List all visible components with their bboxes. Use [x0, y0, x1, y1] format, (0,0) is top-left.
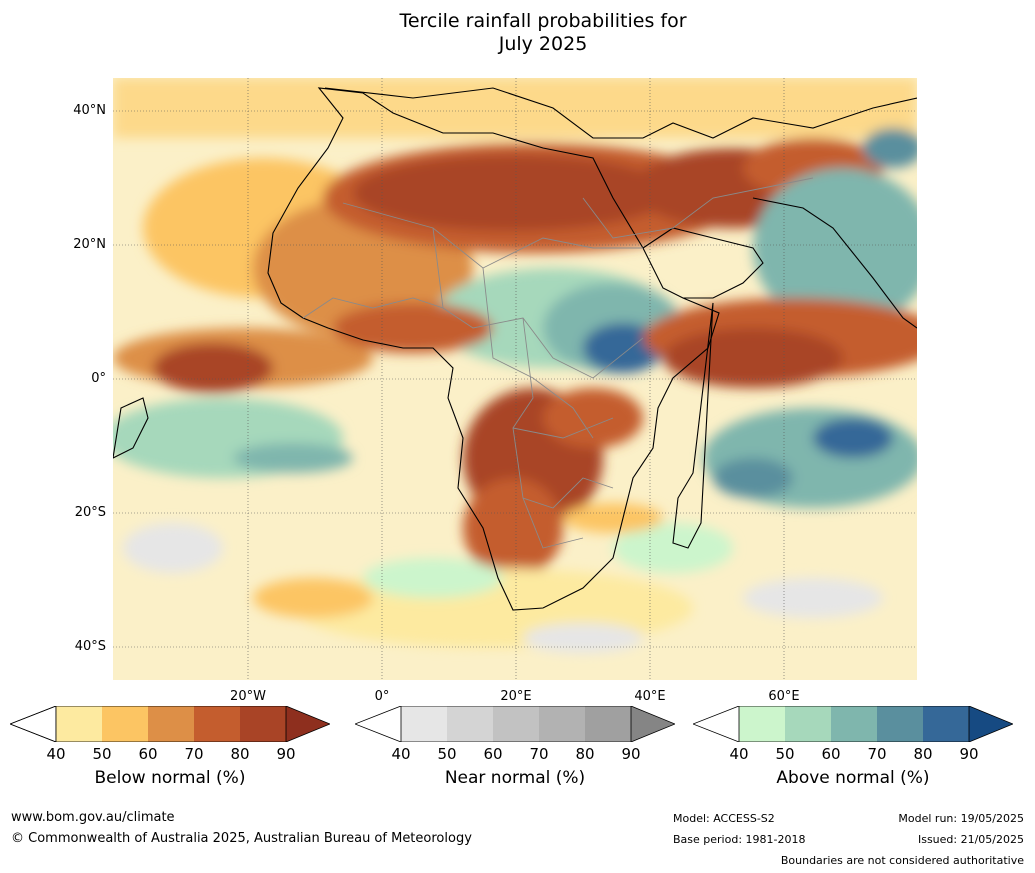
tick-label: 60 [821, 745, 841, 763]
lat-label-20n: 20°N [73, 237, 106, 252]
footer-model: Model: ACCESS-S2 [673, 812, 775, 825]
lat-label-40s: 40°S [74, 639, 106, 654]
tick-label: 90 [959, 745, 979, 763]
tick-label: 90 [621, 745, 641, 763]
tick-label: 80 [230, 745, 250, 763]
country-borders [302, 177, 814, 549]
tick-label: 60 [483, 745, 503, 763]
colorbar-segment [831, 706, 877, 742]
tick-label: 60 [138, 745, 158, 763]
lon-label-60e: 60°E [768, 689, 800, 704]
below-normal-title: Below normal (%) [94, 768, 246, 788]
colorbar-segment [693, 706, 739, 742]
colorbar-segment [286, 706, 330, 742]
footer-url[interactable]: www.bom.gov.au/climate [11, 810, 175, 825]
colorbar-segment [877, 706, 923, 742]
lat-label-20s: 20°S [74, 505, 106, 520]
colorbar-segment [739, 706, 785, 742]
tick-label: 40 [729, 745, 749, 763]
colorbar-segment [240, 706, 286, 742]
graticule [113, 78, 917, 680]
colorbar-segment [631, 706, 675, 742]
near-normal-ticks: 40 50 60 70 80 90 [355, 745, 675, 763]
lon-label-0: 0° [374, 689, 390, 704]
colorbar-segment [923, 706, 969, 742]
tick-label: 50 [437, 745, 457, 763]
tick-label: 50 [775, 745, 795, 763]
footer-disclaimer: Boundaries are not considered authoritat… [780, 854, 1024, 867]
tick-label: 70 [529, 745, 549, 763]
near-normal-title: Near normal (%) [444, 768, 586, 788]
tick-label: 40 [391, 745, 411, 763]
lat-label-40n: 40°N [73, 103, 106, 118]
tick-label: 90 [276, 745, 296, 763]
lon-label-20e: 20°E [500, 689, 532, 704]
colorbar-segment [447, 706, 493, 742]
lat-label-0: 0° [91, 371, 106, 386]
colorbar-segment [493, 706, 539, 742]
above-normal-title: Above normal (%) [776, 768, 930, 788]
tick-label: 80 [575, 745, 595, 763]
footer-base-period: Base period: 1981-2018 [673, 833, 806, 846]
footer-issued: Issued: 21/05/2025 [917, 833, 1024, 846]
colorbar-segment [585, 706, 631, 742]
footer-model-run: Model run: 19/05/2025 [898, 812, 1024, 825]
above-normal-colorbar [693, 706, 1013, 742]
colorbar-segment [539, 706, 585, 742]
coastlines [113, 87, 917, 611]
colorbar-segment [10, 706, 57, 742]
colorbar-segment [401, 706, 447, 742]
colorbar-segment [102, 706, 148, 742]
colorbar-segment [148, 706, 194, 742]
below-normal-colorbar [10, 706, 330, 742]
colorbar-segment [785, 706, 831, 742]
lon-label-20w: 20°W [230, 689, 266, 704]
colorbar-segment [969, 706, 1013, 742]
below-normal-ticks: 40 50 60 70 80 90 [10, 745, 330, 763]
tick-label: 70 [184, 745, 204, 763]
tick-label: 80 [913, 745, 933, 763]
rainfall-probability-map [113, 78, 917, 680]
colorbar-segment [355, 706, 401, 742]
tick-label: 40 [46, 745, 66, 763]
above-normal-ticks: 40 50 60 70 80 90 [693, 745, 1013, 763]
colorbar-segment [194, 706, 240, 742]
map-title: Tercile rainfall probabilities for July … [0, 10, 1035, 56]
near-normal-colorbar [355, 706, 675, 742]
footer-copyright: © Commonwealth of Australia 2025, Austra… [11, 831, 472, 846]
map-canvas [113, 78, 917, 680]
colorbar-segment [56, 706, 102, 742]
tick-label: 50 [92, 745, 112, 763]
title-line-2: July 2025 [498, 33, 588, 55]
tick-label: 70 [867, 745, 887, 763]
lon-label-40e: 40°E [634, 689, 666, 704]
title-line-1: Tercile rainfall probabilities for [399, 10, 687, 32]
